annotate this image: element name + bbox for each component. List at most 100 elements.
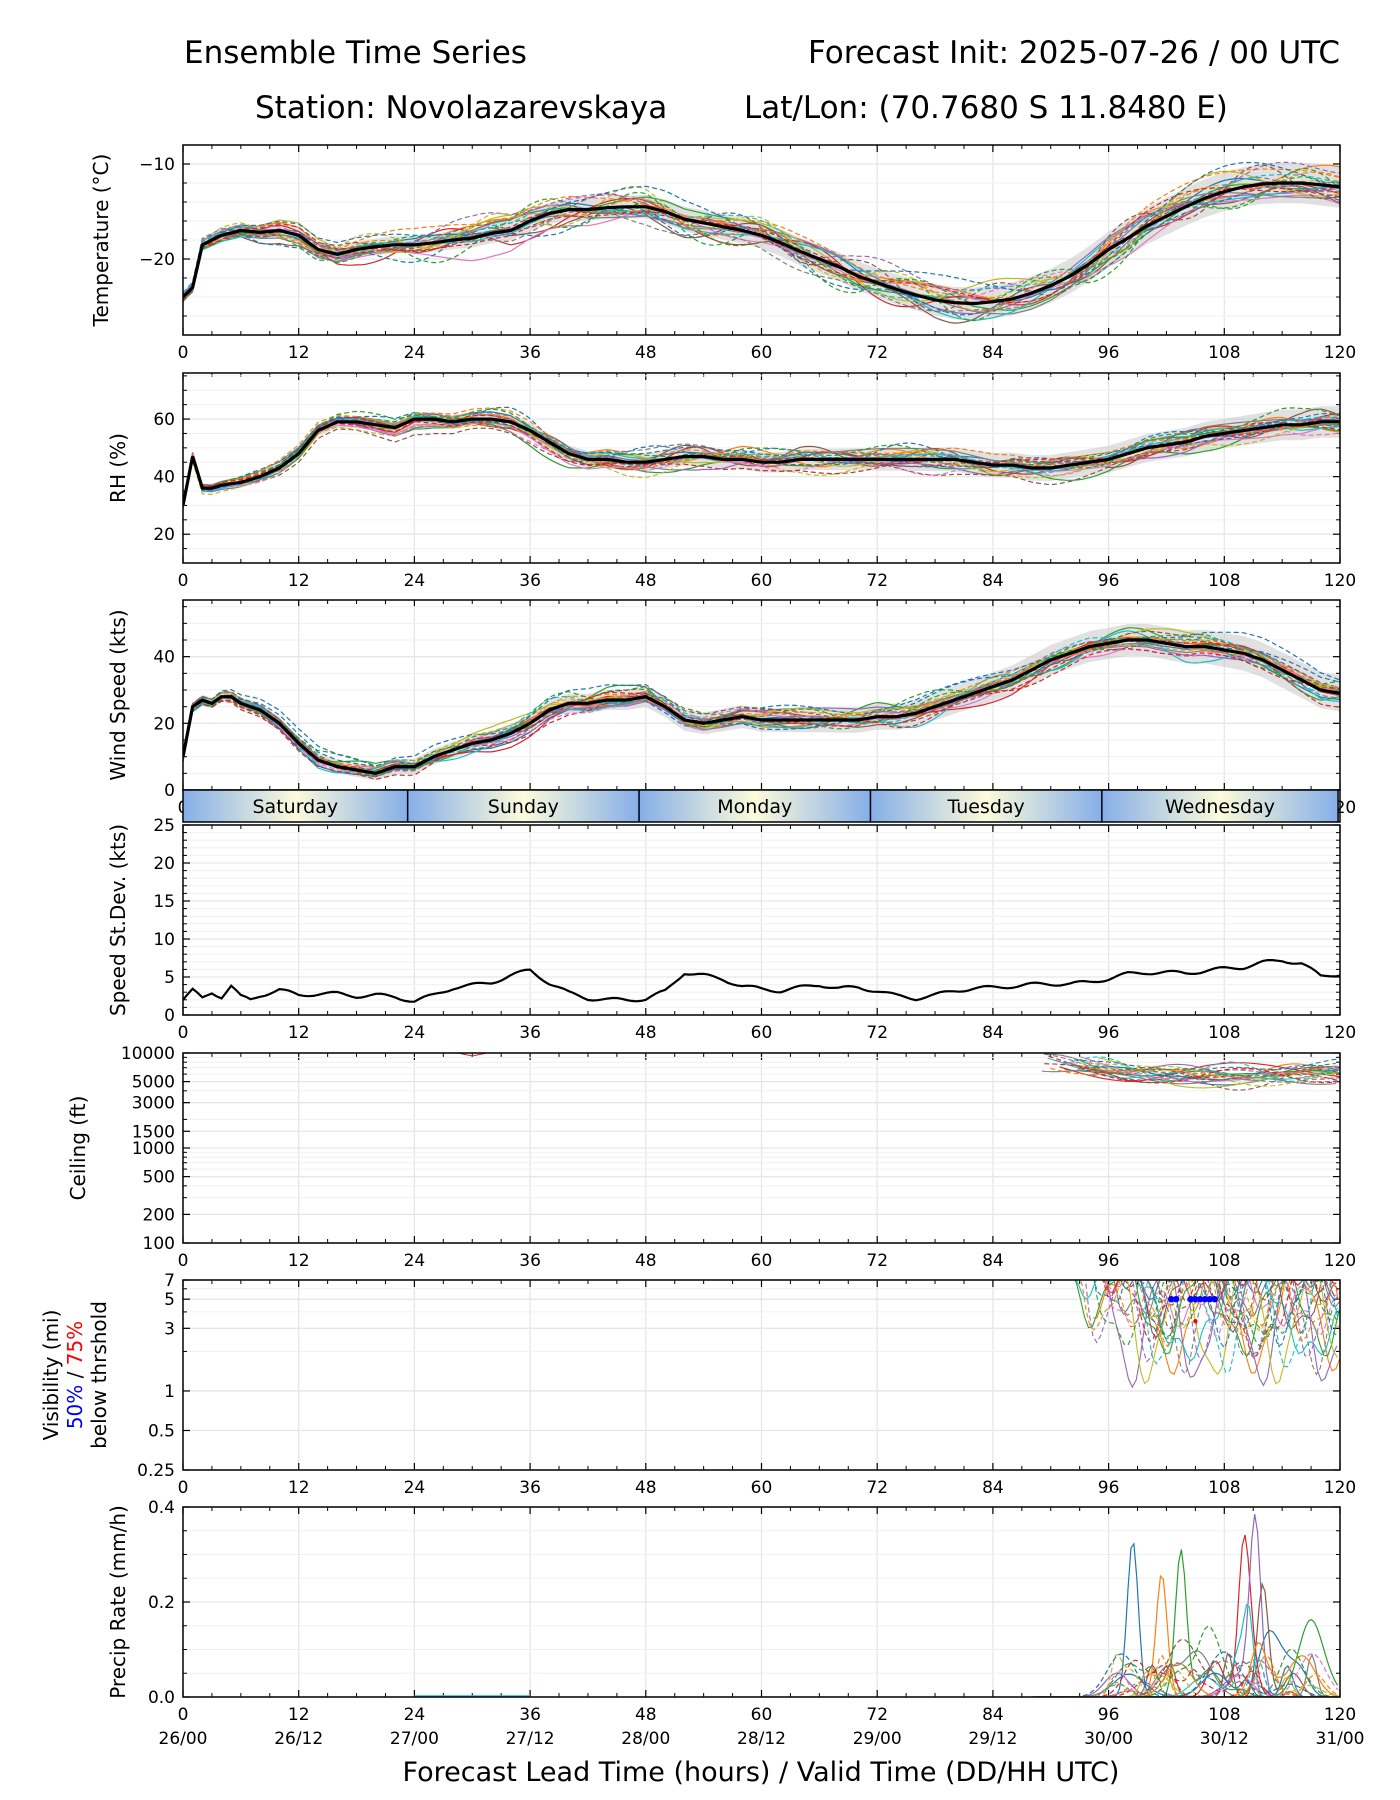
member-line (1094, 1062, 1336, 1078)
x-tick-label: 72 (866, 343, 888, 363)
x-valid-time-label: 27/00 (390, 1729, 439, 1749)
member-line (1126, 1280, 1338, 1385)
x-valid-time-label: 29/00 (853, 1729, 902, 1749)
y-tick-label: 3000 (132, 1094, 175, 1114)
x-tick-label: 72 (866, 1023, 888, 1043)
y-tick-label: 3 (164, 1319, 175, 1339)
x-tick-label: 72 (866, 571, 888, 591)
y-tick-label: 5000 (132, 1073, 175, 1093)
member-line (183, 407, 1340, 508)
x-tick-label: 84 (982, 1023, 1004, 1043)
day-label: Tuesday (946, 796, 1024, 818)
visibility-threshold-legend: 50% / 75% (63, 1321, 87, 1429)
p50-threshold-point (1201, 1295, 1209, 1303)
spread-band (183, 162, 1340, 320)
x-tick-label: 120 (1324, 343, 1356, 363)
x-tick-label: 0 (178, 571, 189, 591)
member-line (183, 186, 1340, 304)
title-latlon: Lat/Lon: (70.7680 S 11.8480 E) (744, 90, 1228, 126)
x-tick-label: 12 (288, 1705, 310, 1725)
x-tick-label: 0 (178, 1023, 189, 1043)
member-line (1072, 1062, 1338, 1087)
y-tick-label: 100 (143, 1234, 175, 1254)
y-tick-label: 0.4 (148, 1498, 175, 1518)
x-tick-label: 60 (751, 1023, 773, 1043)
member-line (183, 643, 1340, 775)
x-tick-label: 108 (1208, 1251, 1240, 1271)
day-label: Sunday (488, 796, 559, 818)
y-tick-label: 20 (153, 525, 175, 545)
x-tick-label: 48 (635, 1705, 657, 1725)
x-tick-label: 72 (866, 1705, 888, 1725)
x-tick-label: 60 (751, 571, 773, 591)
member-line (1038, 1671, 1340, 1697)
x-tick-label: 48 (635, 1023, 657, 1043)
member-line (1080, 1280, 1334, 1348)
member-line (1073, 1059, 1340, 1081)
day-label: Monday (717, 796, 792, 818)
p50-threshold-point (1168, 1295, 1175, 1303)
x-tick-label: 108 (1208, 1023, 1240, 1043)
x-tick-label: 36 (519, 343, 541, 363)
member-line (1082, 1648, 1340, 1697)
x-tick-label: 48 (635, 1478, 657, 1498)
member-line (183, 633, 1340, 770)
x-tick-label: 84 (982, 1478, 1004, 1498)
day-label: Wednesday (1165, 796, 1275, 818)
y-tick-label: 0.25 (137, 1461, 175, 1481)
x-tick-label: 96 (1098, 1251, 1120, 1271)
member-line (1061, 1658, 1339, 1697)
member-line (1033, 1549, 1339, 1697)
y-tick-label: 20 (153, 714, 175, 734)
y-tick-label: 1000 (132, 1139, 175, 1159)
y-tick-label: −20 (139, 250, 175, 270)
x-tick-label: 120 (1324, 571, 1356, 591)
visibility-ylabel: Visibility (mi) 50% / 75% below thrshold (39, 1301, 111, 1449)
x-tick-label: 24 (404, 1251, 426, 1271)
mean-line (183, 417, 1340, 506)
x-tick-label: 108 (1208, 343, 1240, 363)
day-cell (1101, 790, 1339, 822)
x-tick-label: 36 (519, 1705, 541, 1725)
x-valid-time-label: 26/00 (159, 1729, 208, 1749)
member-line (183, 647, 1340, 780)
member-line (183, 184, 1340, 316)
y-axis-label: RH (%) (106, 433, 130, 503)
day-label: Saturday (253, 796, 339, 818)
p50-threshold-point (1196, 1295, 1204, 1303)
x-tick-label: 84 (982, 343, 1004, 363)
x-valid-time-label: 29/12 (968, 1729, 1017, 1749)
member-line (1079, 1068, 1340, 1078)
x-tick-label: 36 (519, 571, 541, 591)
p50-threshold-point (1206, 1295, 1214, 1303)
y-tick-label: 20 (153, 854, 175, 874)
x-tick-label: 96 (1098, 1705, 1120, 1725)
x-valid-time-label: 27/12 (506, 1729, 555, 1749)
y-tick-label: −10 (139, 155, 175, 175)
member-line (183, 628, 1340, 772)
x-tick-label: 84 (982, 571, 1004, 591)
y-tick-label: 15 (153, 892, 175, 912)
x-valid-time-label: 31/00 (1316, 1729, 1365, 1749)
member-line (1055, 1060, 1340, 1083)
title-left: Ensemble Time Series (184, 35, 527, 71)
title-forecast-init: Forecast Init: 2025-07-26 / 00 UTC (808, 35, 1340, 71)
plot-area (183, 623, 1340, 781)
x-tick-label: 84 (982, 1251, 1004, 1271)
day-cell (639, 790, 871, 822)
x-tick-label: 48 (635, 571, 657, 591)
visibility-label: Visibility (mi) (39, 1310, 63, 1441)
temperature-panel: −10 −20 Temperature (°C) 0 12 24 36 48 60 72 84 96 1… (89, 144, 1356, 363)
x-tick-label: 96 (1098, 571, 1120, 591)
x-tick-label: 12 (288, 343, 310, 363)
x-tick-label: 0 (178, 343, 189, 363)
member-line (1051, 1650, 1339, 1697)
member-line (1141, 1280, 1339, 1374)
y-tick-label: 5 (164, 968, 175, 988)
x-tick-label: 24 (404, 1023, 426, 1043)
y-tick-label: 0 (164, 1006, 175, 1026)
x-tick-label: 120 (1324, 1705, 1356, 1725)
member-line (183, 412, 1340, 508)
member-line (183, 179, 1340, 306)
